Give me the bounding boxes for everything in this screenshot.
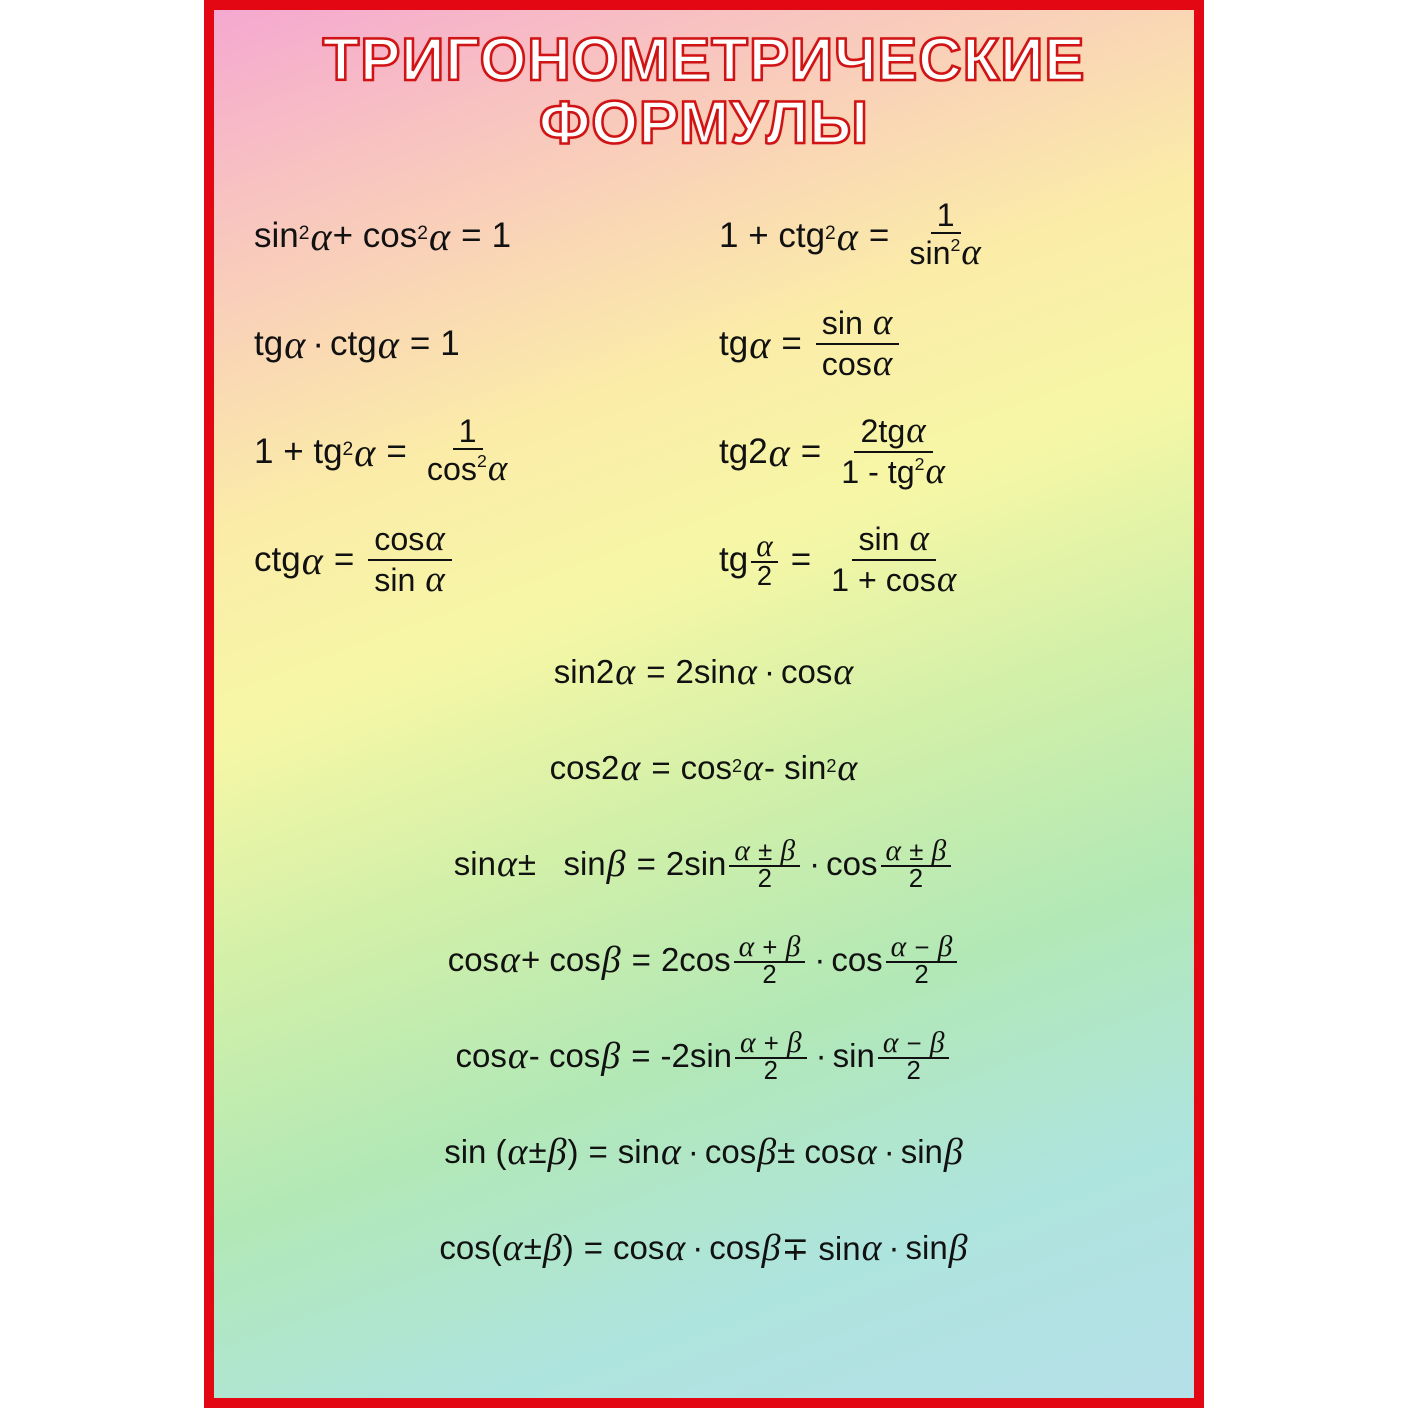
formula-row: sin2α + cos2α=1 <box>254 182 699 290</box>
two-column-section: sin2α + cos2α=1 tgα·ctgα=1 1 + tg2α=1cos2α… <box>254 182 1154 614</box>
title-line-1: ТРИГОНОМЕТРИЧЕСКИЕ <box>254 28 1154 91</box>
formula-f13: cosα - cosβ=-2sin α + β2·sin α − β2 <box>456 1029 953 1084</box>
formula-f9: sin2α=2sinα·cosα <box>554 650 855 694</box>
left-column: sin2α + cos2α=1 tgα·ctgα=1 1 + tg2α=1cos2α… <box>254 182 699 614</box>
formula-f14: sin (α ± β)=sinα·cosβ ± cosα·sinβ <box>444 1130 964 1174</box>
center-block: sin2α=2sinα·cosα cos2α=cos2α - sin2α sinα … <box>254 624 1154 1296</box>
formula-row: 1 + ctg2α=1sin2α <box>709 182 1154 290</box>
formula-f12: cosα + cosβ=2cos α + β2·cos α − β2 <box>448 933 961 988</box>
poster-title: ТРИГОНОМЕТРИЧЕСКИЕ ФОРМУЛЫ <box>254 28 1154 154</box>
formula-row: tgα=sin αcosα <box>709 290 1154 398</box>
poster: ТРИГОНОМЕТРИЧЕСКИЕ ФОРМУЛЫ sin2α + cos2α… <box>204 0 1204 1408</box>
page: ТРИГОНОМЕТРИЧЕСКИЕ ФОРМУЛЫ sin2α + cos2α… <box>0 0 1408 1408</box>
formula-f6: tgα=sin αcosα <box>719 304 903 384</box>
formula-f1: sin2α + cos2α=1 <box>254 213 511 260</box>
formula-row: 1 + tg2α=1cos2α <box>254 398 699 506</box>
formula-f15: cos(α ± β)=cosα·cosβ ∓ sinα·sinβ <box>439 1226 968 1270</box>
formula-row: sinα ± sinβ=2sin α ± β2·cos α ± β2 <box>254 816 1154 912</box>
right-column: 1 + ctg2α=1sin2α tgα=sin αcosα tg2α=2tgα1 … <box>709 182 1154 614</box>
formula-f11: sinα ± sinβ=2sin α ± β2·cos α ± β2 <box>454 837 954 892</box>
formula-row: sin2α=2sinα·cosα <box>254 624 1154 720</box>
formula-f3: 1 + tg2α=1cos2α <box>254 415 518 490</box>
formula-f2: tgα·ctgα=1 <box>254 321 460 368</box>
formula-row: sin (α ± β)=sinα·cosβ ± cosα·sinβ <box>254 1104 1154 1200</box>
formula-row: tg2α=2tgα1 - tg2α <box>709 398 1154 506</box>
formula-row: tgα·ctgα=1 <box>254 290 699 398</box>
formula-row: cos(α ± β)=cosα·cosβ ∓ sinα·sinβ <box>254 1200 1154 1296</box>
formula-f8: tg α2=sin α1 + cosα <box>719 520 967 600</box>
formula-f5: 1 + ctg2α=1sin2α <box>719 199 992 274</box>
title-line-2: ФОРМУЛЫ <box>254 91 1154 154</box>
formula-row: cos2α=cos2α - sin2α <box>254 720 1154 816</box>
formula-row: cosα - cosβ=-2sin α + β2·sin α − β2 <box>254 1008 1154 1104</box>
formula-row: cosα + cosβ=2cos α + β2·cos α − β2 <box>254 912 1154 1008</box>
formula-f7: tg2α=2tgα1 - tg2α <box>719 412 956 492</box>
formula-row: tg α2=sin α1 + cosα <box>709 506 1154 614</box>
formula-row: ctgα=cosαsin α <box>254 506 699 614</box>
formula-f4: ctgα=cosαsin α <box>254 520 456 600</box>
formula-f10: cos2α=cos2α - sin2α <box>550 746 859 790</box>
